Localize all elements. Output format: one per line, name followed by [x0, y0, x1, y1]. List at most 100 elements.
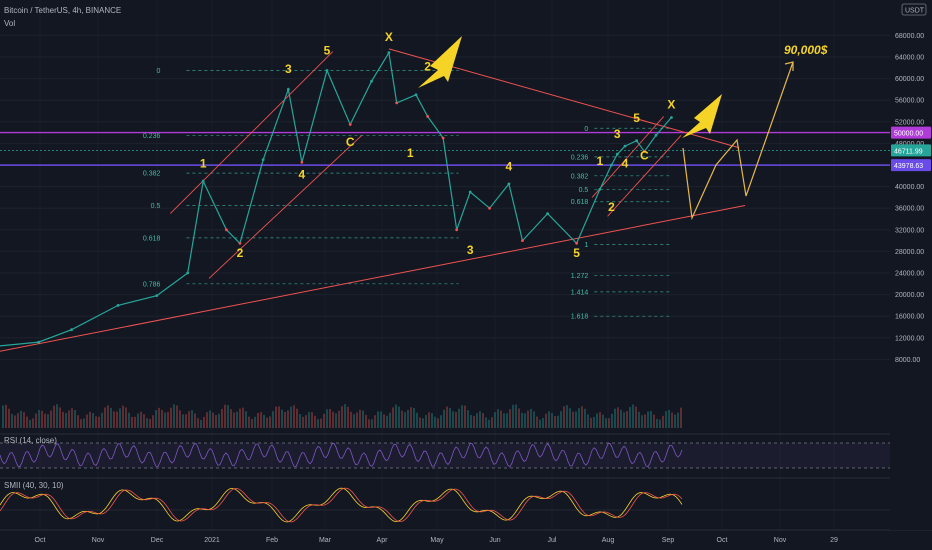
volume-bar	[422, 418, 424, 428]
fib-label: 0.618	[571, 199, 589, 206]
x-tick-label: Dec	[151, 537, 164, 544]
volume-bar	[395, 404, 397, 428]
arrow-left	[418, 36, 462, 88]
arrow-right	[682, 94, 722, 138]
volume-bar	[641, 415, 643, 428]
price-point	[155, 294, 159, 298]
volume-bar	[122, 405, 124, 428]
level-tag	[891, 126, 931, 139]
volume-bar	[635, 406, 637, 428]
price-point	[670, 116, 673, 119]
wave-label: 2	[237, 246, 244, 260]
level-value: 50000.00	[894, 131, 923, 138]
y-tick-label: 28000.00	[895, 249, 924, 256]
x-tick-label: Jun	[489, 537, 500, 544]
y-tick-label: 16000.00	[895, 314, 924, 321]
price-point	[414, 93, 418, 97]
price-point	[238, 241, 242, 245]
price-point	[635, 139, 639, 143]
smii-signal	[0, 487, 683, 523]
wave-label: 3	[285, 62, 292, 76]
volume-bar	[200, 419, 202, 428]
price-point	[261, 158, 265, 162]
volume-bars	[2, 404, 682, 428]
volume-bar	[671, 412, 673, 428]
fib-label: 0.618	[143, 235, 161, 242]
price-point	[468, 190, 472, 194]
volume-bar	[593, 416, 595, 428]
volume-bar	[542, 417, 544, 428]
volume-bar	[368, 419, 370, 428]
level-tag	[891, 144, 931, 157]
volume-bar	[440, 415, 442, 428]
volume-bar	[41, 410, 43, 428]
volume-bar	[380, 411, 382, 428]
y-tick-label: 20000.00	[895, 292, 924, 299]
price-axis[interactable]: 68000.00 64000.00 60000.00 56000.00 52000.00…	[890, 0, 932, 530]
smii-line	[0, 487, 683, 523]
volume-bar	[551, 413, 553, 428]
wave-label: 3	[614, 127, 621, 141]
price-point	[387, 51, 391, 55]
volume-bar	[95, 416, 97, 428]
x-tick-label: Mar	[319, 537, 332, 544]
grid	[0, 34, 890, 360]
volume-bar	[485, 417, 487, 428]
wave-label: 2	[424, 60, 431, 74]
volume-bar	[14, 415, 16, 428]
time-axis[interactable]: Oct Nov Dec 2021 Feb Mar Apr May Jun Jul Aug Sep Oct…	[35, 537, 838, 544]
volume-bar	[185, 414, 187, 428]
price-point	[610, 163, 613, 167]
volume-bar	[146, 418, 148, 428]
volume-bar	[608, 418, 610, 428]
price-point	[116, 304, 120, 307]
volume-bar	[116, 411, 118, 428]
volume-bar	[503, 413, 505, 428]
volume-bar	[638, 411, 640, 428]
volume-bar	[275, 406, 277, 428]
volume-bar	[647, 411, 649, 428]
price-point	[395, 101, 399, 105]
volume-bar	[524, 413, 526, 428]
volume-bar	[164, 412, 166, 428]
volume-bar	[272, 411, 274, 428]
price-point	[575, 241, 579, 245]
volume-bar	[143, 414, 145, 428]
y-tick-label: 12000.00	[895, 335, 924, 342]
volume-bar	[305, 415, 307, 428]
volume-bar	[89, 411, 91, 428]
volume-bar	[281, 409, 283, 428]
volume-bar	[92, 413, 94, 428]
volume-bar	[530, 408, 532, 428]
volume-bar	[407, 409, 409, 428]
volume-bar	[227, 405, 229, 428]
volume-bar	[242, 407, 244, 428]
volume-bar	[617, 407, 619, 428]
rsi-band	[0, 443, 890, 468]
y-tick-label: 68000.00	[895, 33, 924, 40]
wave-label: 4	[622, 157, 629, 171]
volume-bar	[614, 408, 616, 428]
volume-bar	[191, 410, 193, 428]
volume-bar	[401, 410, 403, 428]
volume-bar	[365, 414, 367, 428]
volume-bar	[212, 412, 214, 428]
volume-bar	[359, 409, 361, 428]
volume-bar	[23, 412, 25, 428]
volume-bar	[248, 416, 250, 428]
volume-bar	[131, 416, 133, 428]
volume-bar	[527, 410, 529, 428]
volume-bar	[656, 418, 658, 428]
level-value: 46711.99	[894, 148, 923, 155]
fib-label: 0.382	[571, 173, 589, 180]
wave-label: 1	[597, 154, 604, 168]
smii-panel: 0.0000	[0, 477, 932, 531]
volume-bar	[134, 416, 136, 428]
volume-bar	[575, 411, 577, 428]
currency-badge[interactable]	[901, 3, 927, 16]
volume-bar	[443, 409, 445, 428]
wave-label: 5	[633, 111, 640, 125]
volume-bar	[128, 412, 130, 428]
volume-bar	[38, 410, 40, 428]
